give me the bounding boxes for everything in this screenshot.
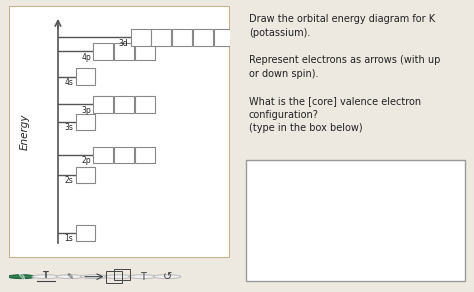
Circle shape <box>8 275 36 279</box>
Text: ✎: ✎ <box>18 272 26 282</box>
Bar <box>93 96 113 112</box>
Bar <box>193 29 213 46</box>
Bar <box>76 114 95 130</box>
Text: 3s: 3s <box>64 123 73 132</box>
Text: 1s: 1s <box>64 234 73 244</box>
Bar <box>135 43 155 60</box>
Text: T: T <box>43 271 49 280</box>
Circle shape <box>56 275 84 279</box>
Bar <box>135 147 155 163</box>
Bar <box>76 167 95 183</box>
Text: ↺: ↺ <box>163 272 172 282</box>
Text: 2s: 2s <box>64 176 73 185</box>
Bar <box>131 29 151 46</box>
Bar <box>93 43 113 60</box>
Bar <box>135 96 155 112</box>
Bar <box>107 271 122 283</box>
Text: 4p: 4p <box>81 53 91 62</box>
Text: Draw the orbital energy diagram for K
(potassium).

Represent electrons as arrow: Draw the orbital energy diagram for K (p… <box>249 14 440 133</box>
Text: ✎: ✎ <box>66 272 73 281</box>
Text: 4s: 4s <box>64 78 73 87</box>
Circle shape <box>81 275 108 279</box>
Text: 3p: 3p <box>81 106 91 114</box>
Circle shape <box>105 275 132 279</box>
Bar <box>172 29 192 46</box>
Text: 2p: 2p <box>82 156 91 165</box>
Bar <box>151 29 171 46</box>
Circle shape <box>129 275 157 279</box>
Circle shape <box>153 275 181 279</box>
Bar <box>76 68 95 85</box>
Bar <box>246 160 465 281</box>
Text: T: T <box>140 272 146 282</box>
Bar <box>93 147 113 163</box>
Circle shape <box>32 275 60 279</box>
Bar <box>114 147 134 163</box>
Bar <box>114 269 129 280</box>
Text: Energy: Energy <box>20 114 30 150</box>
Text: 3d: 3d <box>119 39 128 48</box>
Bar <box>214 29 233 46</box>
Bar <box>76 225 95 241</box>
Bar <box>114 96 134 112</box>
Bar <box>114 43 134 60</box>
